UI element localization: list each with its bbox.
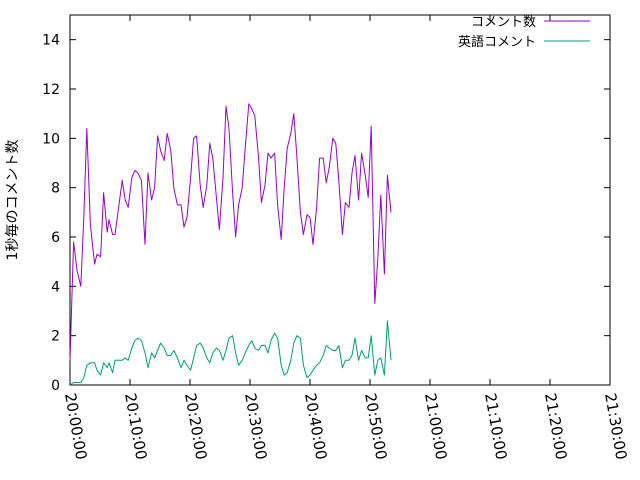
x-tick-label: 21:30:00	[601, 392, 630, 461]
y-tick-label: 12	[42, 82, 60, 98]
y-tick-label: 14	[42, 33, 60, 49]
x-tick-label: 21:10:00	[481, 392, 510, 461]
x-tick-label: 20:30:00	[241, 392, 270, 461]
y-tick-label: 8	[51, 181, 60, 197]
x-tick-label: 20:00:00	[61, 392, 90, 461]
y-axis-label: 1秒毎のコメント数	[5, 140, 21, 261]
y-tick-label: 4	[51, 279, 60, 295]
x-axis: 20:00:00 20:10:00 20:20:00 20:30:00 20:40:00…	[61, 15, 630, 461]
x-tick-label: 20:20:00	[181, 392, 210, 461]
legend: コメント数 英語コメント	[458, 15, 590, 50]
x-tick-label: 20:40:00	[301, 392, 330, 461]
y-tick-label: 10	[42, 131, 60, 147]
y-tick-label: 6	[51, 230, 60, 246]
series-line-1	[69, 103, 392, 361]
legend-label-series-2: 英語コメント	[458, 34, 536, 50]
legend-label-series-1: コメント数	[471, 15, 536, 30]
x-tick-label: 20:10:00	[121, 392, 150, 461]
y-tick-label: 0	[51, 378, 60, 394]
series-line-2	[69, 320, 392, 386]
y-axis: 0 2 4 6 8 10 12 14	[42, 33, 610, 394]
x-tick-label: 21:00:00	[421, 392, 450, 461]
y-tick-label: 2	[51, 329, 60, 345]
plot-area	[69, 14, 611, 386]
x-tick-label: 20:50:00	[361, 392, 390, 461]
series-layer	[69, 103, 392, 386]
x-tick-label: 21:20:00	[541, 392, 570, 461]
